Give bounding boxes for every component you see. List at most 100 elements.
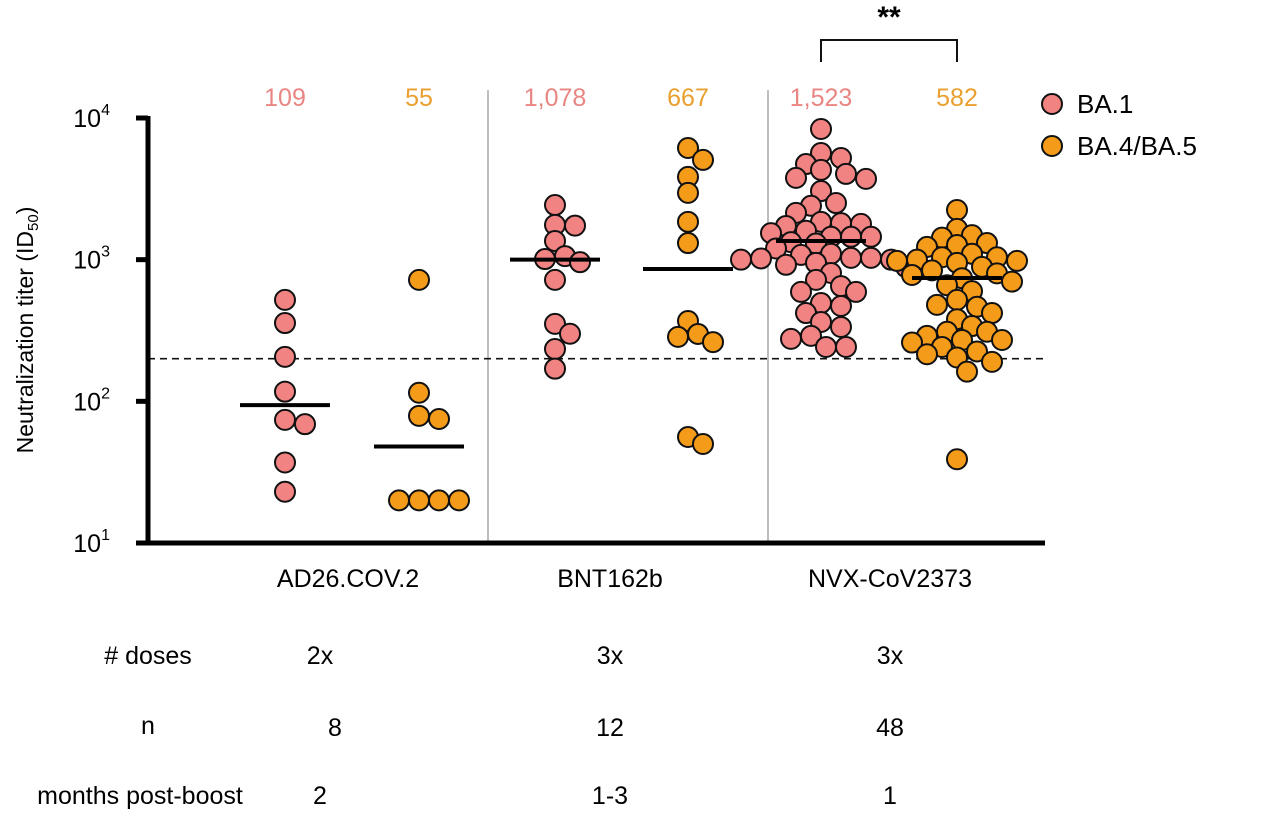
data-point bbox=[677, 210, 699, 233]
data-point bbox=[991, 328, 1013, 351]
data-point bbox=[408, 489, 430, 512]
data-point bbox=[966, 340, 988, 363]
data-point bbox=[835, 335, 857, 358]
data-point bbox=[840, 246, 862, 269]
data-point bbox=[901, 331, 923, 354]
data-point bbox=[1001, 270, 1023, 293]
data-point bbox=[785, 166, 807, 189]
data-point bbox=[845, 280, 867, 303]
data-point bbox=[810, 158, 832, 181]
legend-label: BA.1 bbox=[1077, 89, 1133, 119]
gmt-label: 1,078 bbox=[524, 84, 587, 112]
gmt-labels: 109 55 1,078 667 1,523 582 bbox=[264, 84, 978, 112]
gmt-label: 1,523 bbox=[790, 84, 853, 112]
data-point bbox=[569, 251, 591, 274]
y-axis-label: Neutralization titer (ID50) bbox=[12, 207, 42, 454]
data-point bbox=[274, 312, 296, 335]
data-point bbox=[448, 489, 470, 512]
data-point bbox=[677, 232, 699, 255]
data-point bbox=[815, 335, 837, 358]
y-tick-label: 104 bbox=[73, 102, 110, 133]
data-point bbox=[544, 268, 566, 291]
table-cell: 8 bbox=[328, 714, 342, 742]
data-point bbox=[810, 118, 832, 141]
data-point bbox=[981, 302, 1003, 325]
data-point bbox=[544, 229, 566, 252]
table-row-label: # doses bbox=[104, 642, 192, 670]
data-point bbox=[830, 315, 852, 338]
table-cell: 12 bbox=[596, 714, 624, 742]
data-point bbox=[294, 413, 316, 436]
data-point bbox=[835, 162, 857, 185]
data-point bbox=[274, 288, 296, 311]
data-point bbox=[544, 357, 566, 380]
data-point bbox=[886, 249, 908, 272]
data-point bbox=[667, 325, 689, 348]
data-point bbox=[428, 489, 450, 512]
data-point bbox=[428, 408, 450, 431]
group-dividers bbox=[487, 90, 769, 543]
table-row-label: n bbox=[141, 712, 155, 740]
gmt-label: 109 bbox=[264, 84, 306, 112]
data-point bbox=[544, 312, 566, 335]
table-cell: 2 bbox=[313, 782, 327, 810]
study-info-table: # doses 2x 3x 3x n 8 12 48 months post-boost 2 1-3… bbox=[37, 642, 904, 810]
data-point bbox=[775, 253, 797, 276]
data-point bbox=[916, 343, 938, 366]
data-point bbox=[926, 293, 948, 316]
data-point bbox=[981, 350, 1003, 373]
data-point bbox=[408, 268, 430, 291]
data-point bbox=[677, 137, 699, 160]
data-point bbox=[692, 432, 714, 455]
data-point bbox=[702, 331, 724, 354]
significance-bracket: ** bbox=[820, 1, 958, 62]
data-point bbox=[840, 225, 862, 248]
data-point bbox=[946, 199, 968, 222]
data-point bbox=[692, 148, 714, 171]
table-cell: 1-3 bbox=[592, 782, 628, 810]
gmt-label: 55 bbox=[405, 84, 433, 112]
y-tick-label: 102 bbox=[73, 385, 110, 416]
data-point bbox=[860, 246, 882, 269]
data-point bbox=[408, 404, 430, 427]
data-point bbox=[830, 294, 852, 317]
data-point bbox=[274, 345, 296, 368]
data-point bbox=[946, 448, 968, 471]
data-point bbox=[274, 451, 296, 474]
category-labels: AD26.COV.2 BNT162b NVX-CoV2373 bbox=[277, 565, 972, 593]
data-point bbox=[408, 381, 430, 404]
legend-label: BA.4/BA.5 bbox=[1077, 131, 1197, 161]
data-point bbox=[544, 338, 566, 361]
table-row-label: months post-boost bbox=[37, 782, 243, 810]
category-label: AD26.COV.2 bbox=[277, 565, 419, 593]
data-point bbox=[855, 167, 877, 190]
axes: 101 102 103 104 bbox=[73, 102, 1045, 558]
data-point bbox=[956, 360, 978, 383]
data-point bbox=[1006, 249, 1028, 272]
category-label: BNT162b bbox=[557, 565, 663, 593]
significance-stars: ** bbox=[877, 1, 901, 34]
data-point bbox=[388, 489, 410, 512]
data-point bbox=[790, 280, 812, 303]
y-tick-label: 103 bbox=[73, 244, 110, 275]
category-label: NVX-CoV2373 bbox=[808, 565, 972, 593]
data-point bbox=[805, 268, 827, 291]
gmt-label: 667 bbox=[667, 84, 709, 112]
data-point bbox=[544, 194, 566, 217]
y-tick-label: 101 bbox=[73, 527, 110, 558]
data-point bbox=[564, 214, 586, 237]
data-point bbox=[825, 192, 847, 215]
data-point bbox=[750, 247, 772, 270]
table-cell: 1 bbox=[883, 782, 897, 810]
table-cell: 3x bbox=[597, 642, 624, 670]
data-point bbox=[274, 408, 296, 431]
table-cell: 3x bbox=[877, 642, 904, 670]
legend: BA.1 BA.4/BA.5 bbox=[1041, 89, 1197, 161]
data-point bbox=[559, 322, 581, 345]
data-point bbox=[730, 248, 752, 271]
table-cell: 2x bbox=[307, 642, 334, 670]
legend-marker bbox=[1041, 135, 1063, 157]
gmt-label: 582 bbox=[936, 84, 978, 112]
median-lines bbox=[240, 238, 1002, 449]
